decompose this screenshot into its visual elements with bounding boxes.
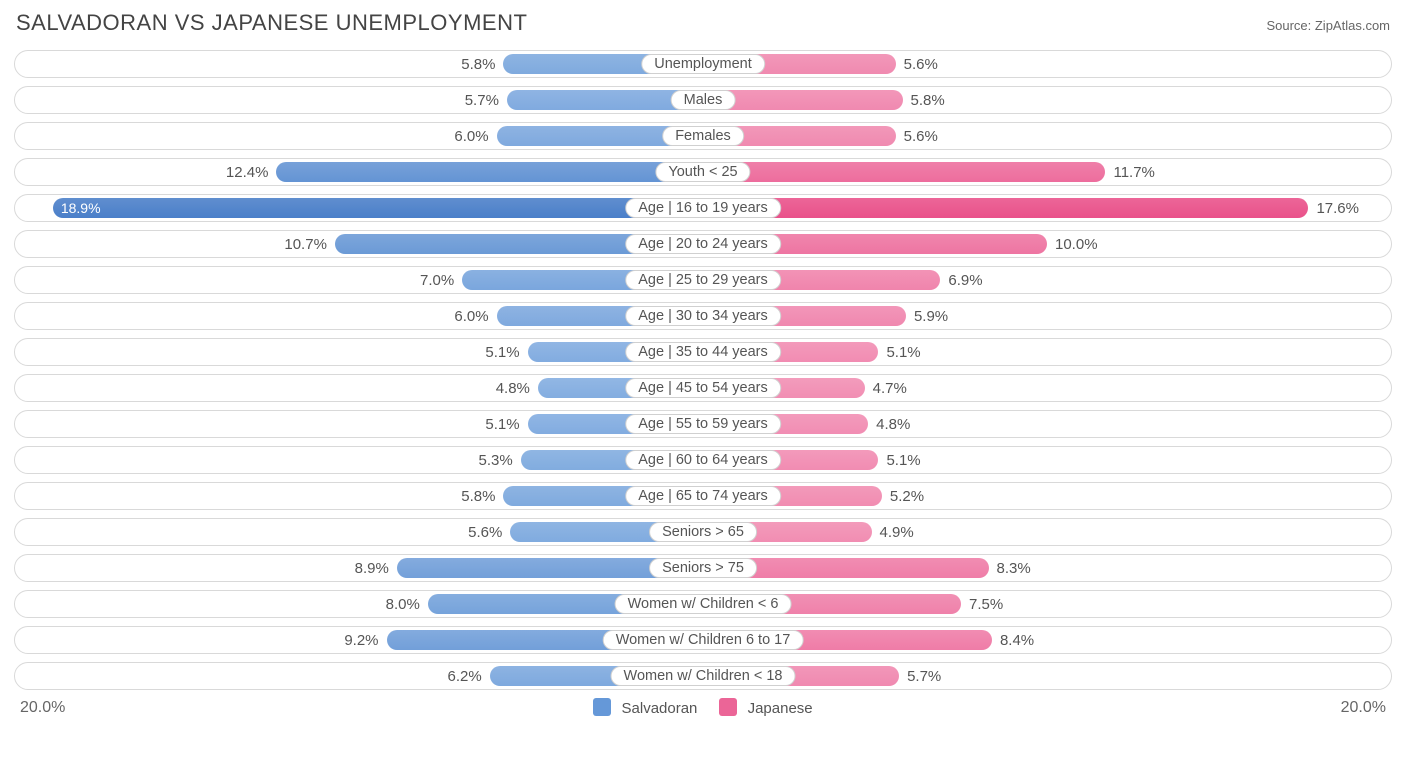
chart-row: 5.1% 5.1% Age | 35 to 44 years bbox=[14, 338, 1392, 366]
legend-item-right: Japanese bbox=[719, 698, 812, 717]
chart-row: 6.2% 5.7% Women w/ Children < 18 bbox=[14, 662, 1392, 690]
value-left: 9.2% bbox=[344, 627, 378, 653]
value-right: 5.2% bbox=[890, 483, 924, 509]
value-left: 18.9% bbox=[61, 195, 101, 221]
bar-right bbox=[703, 162, 1105, 182]
category-label: Age | 55 to 59 years bbox=[625, 414, 781, 434]
axis-max-left: 20.0% bbox=[20, 699, 65, 717]
category-label: Seniors > 65 bbox=[649, 522, 757, 542]
category-label: Age | 25 to 29 years bbox=[625, 270, 781, 290]
chart-row: 5.8% 5.6% Unemployment bbox=[14, 50, 1392, 78]
legend-label-right: Japanese bbox=[748, 700, 813, 717]
chart-row: 5.6% 4.9% Seniors > 65 bbox=[14, 518, 1392, 546]
category-label: Age | 16 to 19 years bbox=[625, 198, 781, 218]
value-right: 10.0% bbox=[1055, 231, 1098, 257]
value-left: 8.9% bbox=[355, 555, 389, 581]
category-label: Age | 30 to 34 years bbox=[625, 306, 781, 326]
value-right: 5.6% bbox=[904, 51, 938, 77]
category-label: Seniors > 75 bbox=[649, 558, 757, 578]
value-left: 5.1% bbox=[485, 411, 519, 437]
category-label: Women w/ Children < 18 bbox=[611, 666, 796, 686]
value-right: 6.9% bbox=[948, 267, 982, 293]
chart-legend: Salvadoran Japanese bbox=[593, 698, 812, 717]
chart-footer: 20.0% Salvadoran Japanese 20.0% bbox=[14, 698, 1392, 723]
legend-swatch-left bbox=[593, 698, 611, 716]
chart-row: 6.0% 5.9% Age | 30 to 34 years bbox=[14, 302, 1392, 330]
legend-label-left: Salvadoran bbox=[622, 700, 698, 717]
value-right: 5.1% bbox=[886, 339, 920, 365]
chart-header: SALVADORAN VS JAPANESE UNEMPLOYMENT Sour… bbox=[14, 10, 1392, 36]
value-right: 5.6% bbox=[904, 123, 938, 149]
value-left: 5.7% bbox=[465, 87, 499, 113]
value-left: 6.0% bbox=[454, 123, 488, 149]
category-label: Males bbox=[671, 90, 736, 110]
chart-row: 6.0% 5.6% Females bbox=[14, 122, 1392, 150]
bar-left bbox=[276, 162, 703, 182]
chart-row: 18.9% 17.6% Age | 16 to 19 years bbox=[14, 194, 1392, 222]
value-right: 4.7% bbox=[873, 375, 907, 401]
chart-row: 5.1% 4.8% Age | 55 to 59 years bbox=[14, 410, 1392, 438]
bar-left bbox=[53, 198, 703, 218]
legend-item-left: Salvadoran bbox=[593, 698, 697, 717]
value-left: 10.7% bbox=[284, 231, 327, 257]
chart-row: 4.8% 4.7% Age | 45 to 54 years bbox=[14, 374, 1392, 402]
category-label: Age | 45 to 54 years bbox=[625, 378, 781, 398]
chart-row: 5.8% 5.2% Age | 65 to 74 years bbox=[14, 482, 1392, 510]
chart-title: SALVADORAN VS JAPANESE UNEMPLOYMENT bbox=[16, 10, 527, 36]
category-label: Unemployment bbox=[641, 54, 765, 74]
value-left: 7.0% bbox=[420, 267, 454, 293]
chart-row: 12.4% 11.7% Youth < 25 bbox=[14, 158, 1392, 186]
value-left: 12.4% bbox=[226, 159, 269, 185]
value-right: 5.7% bbox=[907, 663, 941, 689]
value-left: 6.2% bbox=[448, 663, 482, 689]
chart-row: 7.0% 6.9% Age | 25 to 29 years bbox=[14, 266, 1392, 294]
value-left: 5.8% bbox=[461, 51, 495, 77]
value-left: 5.3% bbox=[478, 447, 512, 473]
category-label: Age | 60 to 64 years bbox=[625, 450, 781, 470]
chart-row: 10.7% 10.0% Age | 20 to 24 years bbox=[14, 230, 1392, 258]
value-left: 4.8% bbox=[496, 375, 530, 401]
chart-row: 9.2% 8.4% Women w/ Children 6 to 17 bbox=[14, 626, 1392, 654]
category-label: Age | 65 to 74 years bbox=[625, 486, 781, 506]
axis-max-right: 20.0% bbox=[1341, 699, 1386, 717]
value-left: 5.6% bbox=[468, 519, 502, 545]
value-right: 17.6% bbox=[1316, 195, 1359, 221]
chart-row: 8.9% 8.3% Seniors > 75 bbox=[14, 554, 1392, 582]
value-right: 5.8% bbox=[911, 87, 945, 113]
chart-row: 8.0% 7.5% Women w/ Children < 6 bbox=[14, 590, 1392, 618]
value-right: 8.4% bbox=[1000, 627, 1034, 653]
category-label: Females bbox=[662, 126, 744, 146]
value-left: 6.0% bbox=[454, 303, 488, 329]
value-right: 7.5% bbox=[969, 591, 1003, 617]
value-right: 5.9% bbox=[914, 303, 948, 329]
diverging-bar-chart: 5.8% 5.6% Unemployment 5.7% 5.8% Males 6.0% 5.6… bbox=[14, 50, 1392, 690]
category-label: Age | 20 to 24 years bbox=[625, 234, 781, 254]
value-left: 8.0% bbox=[386, 591, 420, 617]
chart-row: 5.7% 5.8% Males bbox=[14, 86, 1392, 114]
value-right: 11.7% bbox=[1113, 159, 1154, 185]
value-left: 5.8% bbox=[461, 483, 495, 509]
legend-swatch-right bbox=[719, 698, 737, 716]
value-right: 4.9% bbox=[880, 519, 914, 545]
category-label: Age | 35 to 44 years bbox=[625, 342, 781, 362]
category-label: Youth < 25 bbox=[655, 162, 750, 182]
chart-row: 5.3% 5.1% Age | 60 to 64 years bbox=[14, 446, 1392, 474]
value-left: 5.1% bbox=[485, 339, 519, 365]
value-right: 8.3% bbox=[997, 555, 1031, 581]
category-label: Women w/ Children < 6 bbox=[615, 594, 792, 614]
category-label: Women w/ Children 6 to 17 bbox=[603, 630, 804, 650]
value-right: 5.1% bbox=[886, 447, 920, 473]
value-right: 4.8% bbox=[876, 411, 910, 437]
chart-source: Source: ZipAtlas.com bbox=[1266, 18, 1390, 33]
bar-right bbox=[703, 198, 1308, 218]
